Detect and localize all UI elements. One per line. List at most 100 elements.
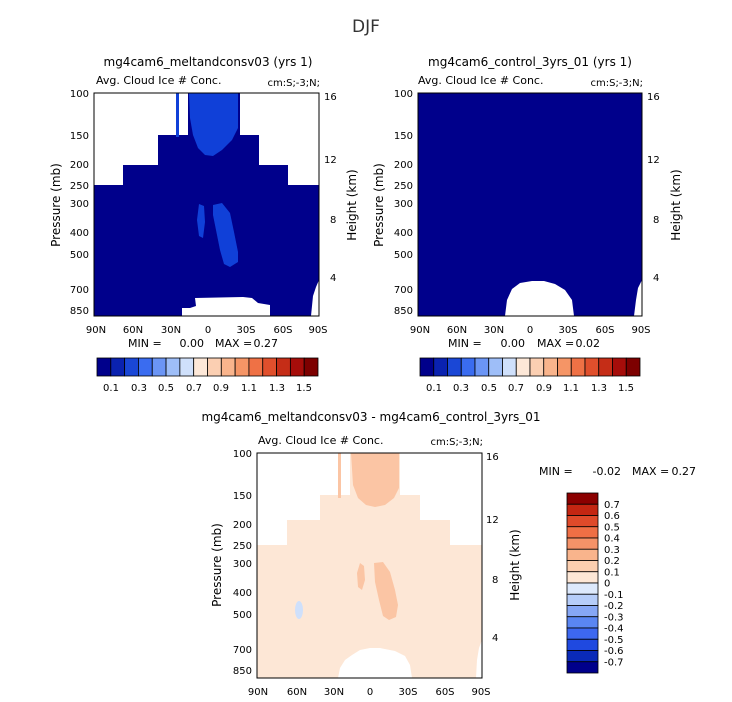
panel-difference: mg4cam6_meltandconsv03 - mg4cam6_control… bbox=[201, 410, 696, 698]
field-midlevel-blob-small bbox=[357, 563, 365, 590]
colorbar-label: 0.3 bbox=[453, 383, 469, 394]
y-tick-label: 500 bbox=[394, 250, 413, 261]
y-tick-label: 300 bbox=[394, 199, 413, 210]
panel-meltandconsv: mg4cam6_meltandconsv03 (yrs 1) Avg. Clou… bbox=[49, 55, 359, 350]
colorbar-swatch bbox=[625, 357, 641, 377]
colorbar-swatch bbox=[262, 357, 277, 377]
colorbar-swatch bbox=[557, 357, 572, 377]
panel-subtitle-left: Avg. Cloud Ice # Conc. bbox=[258, 434, 383, 447]
max-value: 0.02 bbox=[576, 337, 601, 350]
max-label: MAX = bbox=[537, 337, 574, 350]
colorbar-swatch bbox=[488, 357, 503, 377]
plot-frame bbox=[417, 92, 643, 317]
panel-subtitle-left: Avg. Cloud Ice # Conc. bbox=[418, 74, 543, 87]
max-value: 0.27 bbox=[672, 465, 697, 478]
field-background bbox=[94, 93, 319, 316]
y-right-tick-label: 16 bbox=[486, 452, 499, 463]
colorbar-swatch bbox=[543, 357, 558, 377]
colorbar-swatch bbox=[96, 357, 112, 377]
colorbar-swatch bbox=[460, 357, 476, 377]
colorbar-label: 1.5 bbox=[296, 383, 312, 394]
y-axis-right: 16 12 8 4 bbox=[486, 452, 499, 644]
x-tick-label: 60N bbox=[123, 325, 143, 336]
colorbar-swatch bbox=[566, 650, 599, 663]
field-nodata-right-corner bbox=[311, 280, 319, 316]
y-right-tick-label: 4 bbox=[653, 273, 659, 284]
y-axis-label: Pressure (mb) bbox=[49, 163, 63, 247]
y-tick-label: 200 bbox=[233, 520, 252, 531]
y-right-axis-label: Height (km) bbox=[669, 169, 683, 240]
colorbar-label: 0.1 bbox=[103, 383, 119, 394]
y-tick-label: 700 bbox=[233, 645, 252, 656]
field-midlevel-blob-small bbox=[197, 204, 205, 238]
colorbar-label: 0.2 bbox=[604, 556, 620, 567]
colorbar-swatch bbox=[566, 593, 599, 606]
min-label: MIN = bbox=[128, 337, 162, 350]
y-axis-left: 100 150 200 250 300 400 500 700 850 bbox=[394, 89, 413, 317]
y-tick-label: 100 bbox=[70, 89, 89, 100]
y-tick-label: 150 bbox=[394, 131, 413, 142]
colorbar-swatch bbox=[566, 627, 599, 640]
colorbar-label: 0 bbox=[604, 579, 610, 590]
colorbar-swatch bbox=[612, 357, 627, 377]
y-axis-right: 16 12 8 4 bbox=[324, 92, 337, 284]
x-tick-label: 0 bbox=[367, 687, 373, 698]
colorbar-swatch bbox=[179, 357, 195, 377]
y-right-tick-label: 4 bbox=[330, 273, 336, 284]
min-value: 0.00 bbox=[180, 337, 205, 350]
colorbar-label: 0.5 bbox=[604, 522, 620, 533]
field-high-plume bbox=[351, 453, 399, 507]
x-tick-label: 60S bbox=[435, 687, 454, 698]
colorbar-1: 0.1 0.3 0.5 0.7 0.9 1.1 1.3 1.5 bbox=[96, 357, 319, 394]
x-tick-label: 60N bbox=[287, 687, 307, 698]
x-tick-label: 60S bbox=[595, 325, 614, 336]
y-axis-left: 100 150 200 250 300 400 500 700 850 bbox=[233, 449, 252, 677]
colorbar-swatch bbox=[584, 357, 600, 377]
colorbar-label: 0.7 bbox=[508, 383, 524, 394]
y-tick-label: 250 bbox=[233, 541, 252, 552]
x-tick-label: 60S bbox=[273, 325, 292, 336]
y-right-tick-label: 8 bbox=[330, 215, 336, 226]
y-right-axis-label: Height (km) bbox=[508, 529, 522, 600]
y-right-tick-label: 8 bbox=[653, 215, 659, 226]
panel-title: mg4cam6_control_3yrs_01 (yrs 1) bbox=[428, 55, 632, 69]
y-axis-left: 100 150 200 250 300 400 500 700 850 bbox=[70, 89, 89, 317]
x-tick-label: 30S bbox=[236, 325, 255, 336]
y-right-tick-label: 16 bbox=[647, 92, 660, 103]
panel-subtitle-right: cm:S;-3;N; bbox=[267, 78, 320, 89]
x-axis: 90N 60N 30N 0 30S 60S 90S bbox=[86, 325, 328, 336]
y-tick-label: 400 bbox=[394, 228, 413, 239]
heatmap-field bbox=[418, 93, 642, 316]
colorbar-swatch bbox=[289, 357, 305, 377]
colorbar-label: 1.1 bbox=[563, 383, 579, 394]
field-background bbox=[257, 453, 482, 678]
colorbar-swatch bbox=[566, 571, 599, 584]
colorbar-label: 0.7 bbox=[604, 500, 620, 511]
panel-subtitle-right: cm:S;-3;N; bbox=[590, 78, 643, 89]
colorbar-label: 0.5 bbox=[481, 383, 497, 394]
colorbar-label: 0.3 bbox=[131, 383, 147, 394]
colorbar-swatch bbox=[433, 357, 448, 377]
heatmap-field bbox=[94, 93, 319, 316]
x-tick-label: 0 bbox=[205, 325, 211, 336]
colorbar-swatch bbox=[124, 357, 139, 377]
colorbar-swatch bbox=[566, 503, 599, 516]
panel-title: mg4cam6_meltandconsv03 (yrs 1) bbox=[104, 55, 313, 69]
y-tick-label: 150 bbox=[233, 491, 252, 502]
y-tick-label: 500 bbox=[70, 250, 89, 261]
y-axis-right: 16 12 8 4 bbox=[647, 92, 660, 284]
y-right-tick-label: 8 bbox=[492, 575, 498, 586]
colorbar-swatch bbox=[566, 560, 599, 573]
colorbar-label: 0.3 bbox=[604, 545, 620, 556]
colorbar-swatch bbox=[193, 357, 208, 377]
y-tick-label: 400 bbox=[70, 228, 89, 239]
colorbar-label: 0.9 bbox=[536, 383, 552, 394]
field-background bbox=[418, 93, 642, 316]
min-max-readout: MIN = -0.02 MAX = 0.27 bbox=[539, 465, 696, 478]
colorbar-label: -0.2 bbox=[604, 601, 624, 612]
x-axis: 90N 60N 30N 0 30S 60S 90S bbox=[248, 687, 491, 698]
y-tick-label: 400 bbox=[233, 588, 252, 599]
colorbar-swatch bbox=[474, 357, 490, 377]
colorbar-label: -0.3 bbox=[604, 612, 624, 623]
y-tick-label: 850 bbox=[70, 306, 89, 317]
